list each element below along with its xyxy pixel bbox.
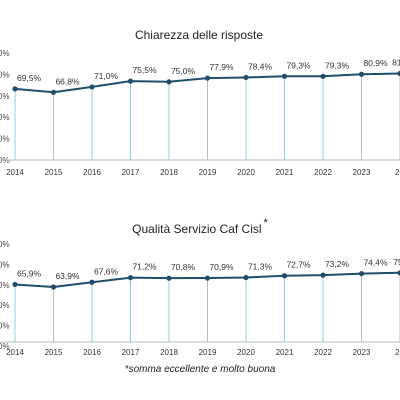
chart-2: 0% 0% 0% 0% 0% 0% 65,9% 63,9% 67,6% 71,2% 70,8% 70,…	[0, 234, 400, 360]
x-tick-label: 2016	[83, 348, 101, 357]
y-tick-label: 0%	[0, 260, 10, 269]
data-label: 80,9%	[363, 58, 388, 68]
y-tick-label: 0%	[0, 281, 10, 290]
chart-1-title: Chiarezza delle risposte	[134, 28, 264, 42]
data-point	[127, 275, 134, 281]
x-tick-label: 2022	[314, 168, 332, 177]
data-label: 79,3%	[286, 60, 311, 70]
data-point	[243, 274, 249, 281]
x-tick-label: 2023	[353, 168, 371, 177]
chart-1-plot: 0%0%0%0%0%0%69,5% 66,8%71,0%75,5% 75,0% 77,…	[0, 49, 400, 177]
y-tick-label: 0%	[0, 322, 10, 331]
data-label: 63,9%	[55, 271, 80, 281]
x-tick-label: 2015	[45, 168, 63, 177]
data-point	[397, 70, 400, 77]
data-point	[89, 279, 95, 285]
data-point	[204, 275, 211, 281]
data-point	[12, 86, 18, 92]
y-tick-label: 0%	[0, 135, 10, 144]
data-label: 71,3%	[248, 262, 273, 272]
y-tick-label: 0%	[0, 70, 10, 79]
data-label: 78,4%	[248, 61, 273, 71]
y-tick-label: 0%	[0, 240, 10, 249]
data-point	[358, 71, 365, 77]
x-tick-label: 2020	[237, 168, 255, 177]
chart-2-title: Qualità Servizio Caf Cisl *	[132, 217, 268, 236]
x-tick-label: 2014	[6, 168, 24, 177]
data-label: 75,5%	[132, 65, 157, 75]
data-point	[50, 284, 57, 290]
data-point	[166, 79, 172, 85]
data-label: 71,0%	[94, 71, 119, 81]
data-label: 66,8%	[55, 76, 80, 86]
data-label: 74,4%	[363, 258, 388, 268]
y-tick-label: 0%	[0, 49, 10, 58]
data-point	[397, 270, 400, 276]
footnote: *somma eccellente e molto buona	[124, 364, 276, 375]
data-point	[243, 74, 249, 81]
x-tick-label: 2019	[199, 168, 217, 177]
x-tick-label: 2021	[276, 168, 294, 177]
data-point	[358, 270, 365, 277]
title-asterisk: *	[263, 217, 268, 229]
x-tick-label: 2017	[122, 168, 140, 177]
data-point	[281, 73, 288, 79]
y-tick-label: 0%	[0, 342, 10, 351]
y-tick-label: 0%	[0, 92, 10, 101]
data-label: 70,8%	[171, 262, 196, 272]
data-label: 73,2%	[325, 259, 350, 269]
data-label: 67,6%	[94, 266, 119, 276]
x-tick-label: 20	[395, 348, 400, 357]
data-point	[50, 89, 57, 95]
data-point	[89, 84, 95, 90]
data-point	[320, 272, 326, 278]
data-point	[12, 281, 18, 288]
x-tick-label: 2019	[199, 348, 217, 357]
x-tick-label: 20	[395, 168, 400, 177]
x-tick-label: 2017	[122, 348, 140, 357]
data-point	[204, 75, 211, 81]
chart-1: 0% 0% 0% 0% 0% 0% 69,5% 66,8% 71,0% 75,5% 75,0% 77,…	[0, 40, 400, 180]
data-label: 72,7%	[286, 260, 311, 270]
x-tick-label: 2018	[160, 168, 178, 177]
y-tick-label: 0%	[0, 301, 10, 310]
data-label: 70,9%	[209, 262, 234, 272]
y-tick-label: 0%	[0, 113, 10, 122]
data-label: 79,3%	[325, 60, 350, 70]
x-tick-label: 2014	[6, 348, 24, 357]
data-point	[281, 273, 288, 279]
x-tick-label: 2023	[353, 348, 371, 357]
data-label: 69,5%	[17, 73, 42, 83]
x-tick-label: 2020	[237, 348, 255, 357]
x-tick-label: 2021	[276, 348, 294, 357]
x-tick-label: 2018	[160, 348, 178, 357]
data-label: 65,9%	[17, 268, 42, 278]
x-tick-label: 2015	[45, 348, 63, 357]
data-point	[127, 78, 134, 84]
x-tick-label: 2016	[83, 168, 101, 177]
data-label: 75	[393, 257, 400, 267]
chart-2-plot: 0% 0% 0% 0% 0% 0% 65,9% 63,9% 67,6% 71,2% 70,8% 70,…	[0, 240, 400, 357]
data-label: 71,2%	[132, 262, 157, 272]
data-label: 77,9%	[209, 62, 234, 72]
data-label: 81,	[392, 57, 400, 67]
data-point	[166, 275, 172, 281]
data-label: 75,0%	[171, 66, 196, 76]
data-point	[320, 73, 326, 79]
x-tick-label: 2022	[314, 348, 332, 357]
